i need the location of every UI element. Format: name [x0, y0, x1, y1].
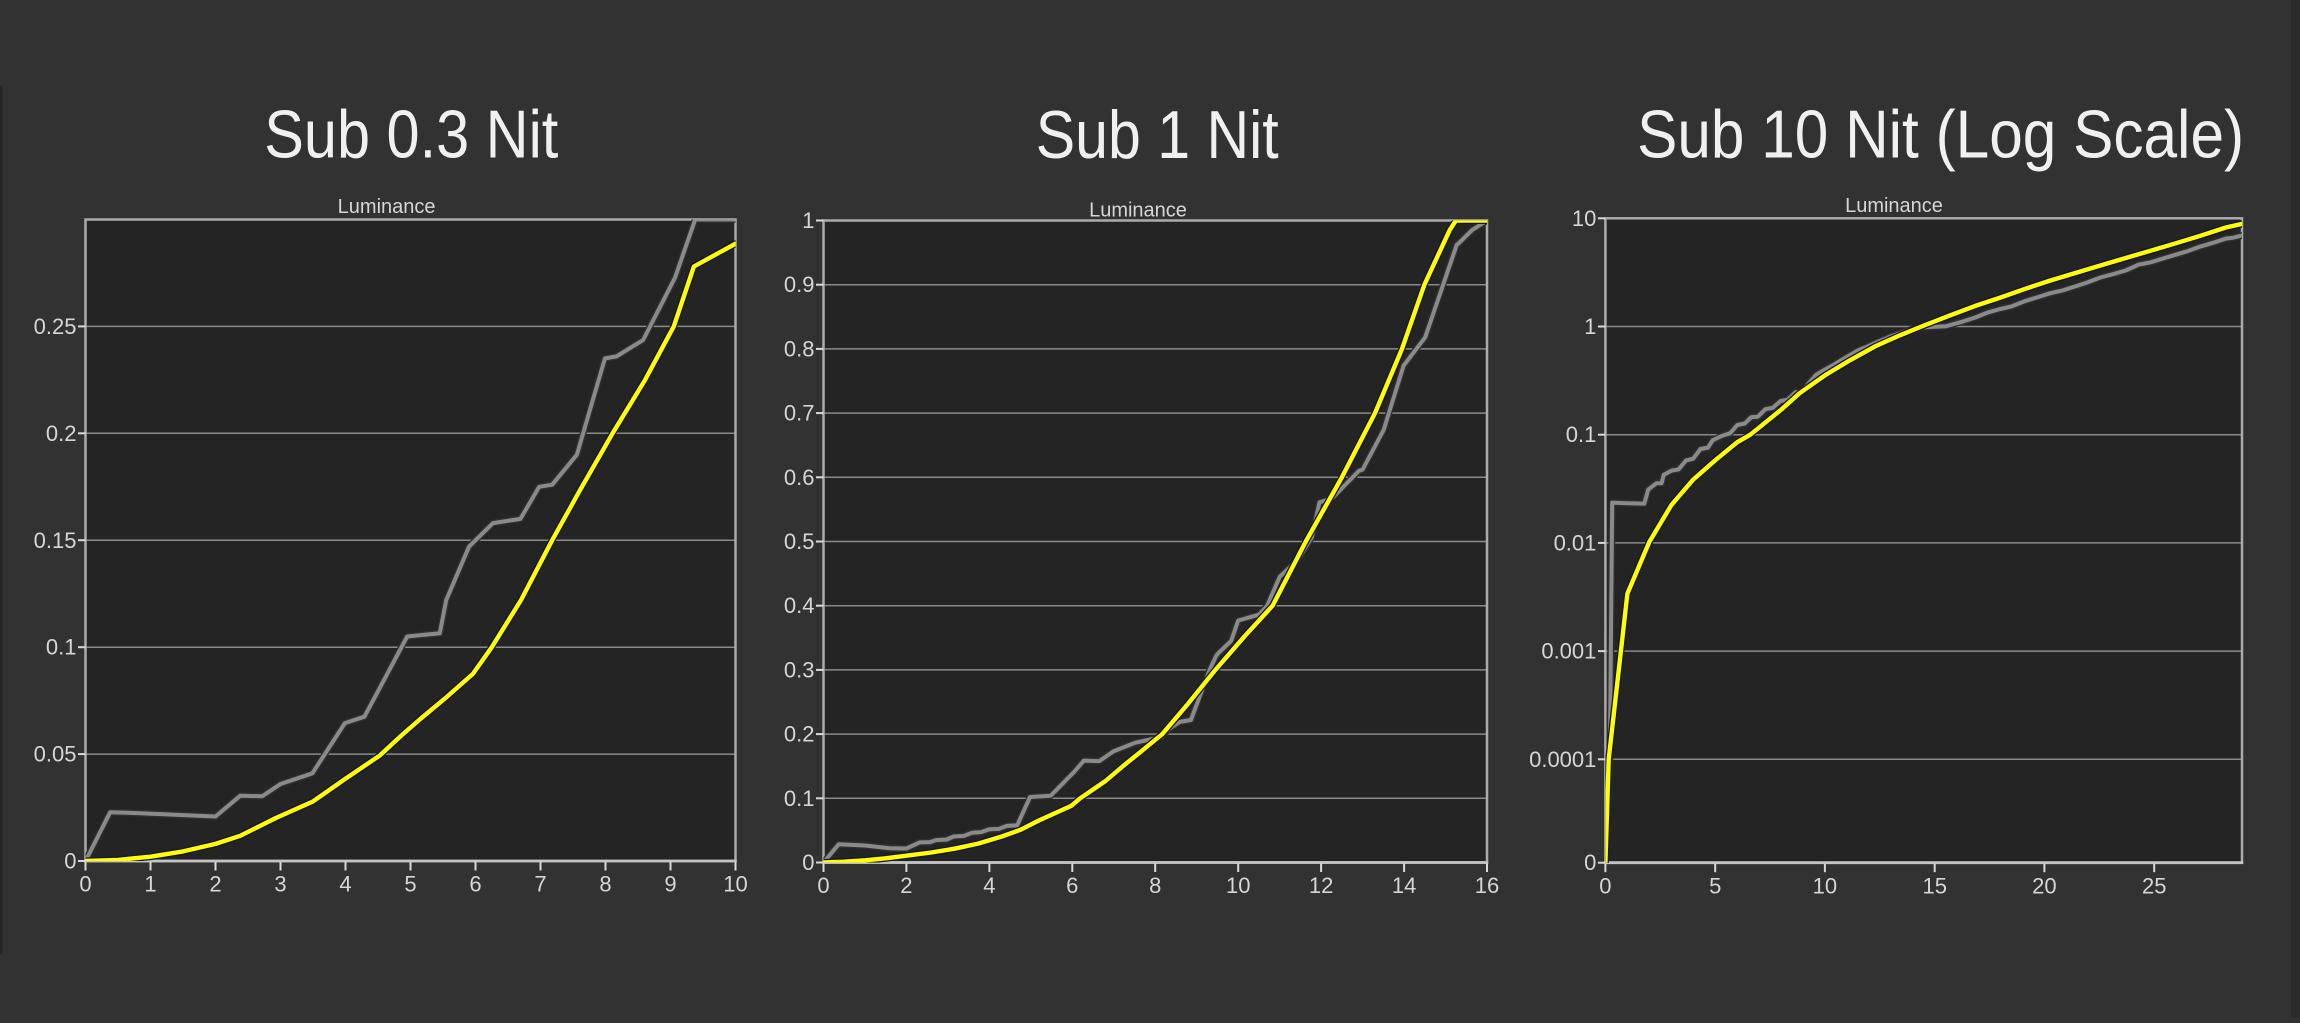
svg-text:0.25: 0.25	[34, 314, 77, 339]
svg-text:10: 10	[1813, 874, 1837, 899]
svg-text:3: 3	[274, 872, 286, 897]
svg-text:Luminance: Luminance	[1845, 195, 1943, 217]
svg-text:Luminance: Luminance	[1089, 200, 1187, 222]
svg-text:8: 8	[599, 872, 611, 897]
svg-text:7: 7	[534, 872, 546, 897]
svg-text:0.1: 0.1	[1566, 422, 1597, 447]
svg-text:9: 9	[664, 872, 676, 897]
svg-text:0.05: 0.05	[34, 742, 77, 767]
svg-text:0.3: 0.3	[784, 657, 815, 682]
svg-text:12: 12	[1309, 873, 1333, 898]
svg-text:0.7: 0.7	[784, 401, 815, 426]
svg-text:0: 0	[1599, 874, 1611, 899]
svg-text:1: 1	[144, 872, 156, 897]
svg-text:0: 0	[802, 850, 814, 875]
svg-text:20: 20	[2032, 874, 2056, 899]
svg-text:0.9: 0.9	[784, 272, 815, 297]
svg-text:0.8: 0.8	[784, 336, 815, 361]
svg-text:10: 10	[723, 872, 747, 897]
svg-text:0.6: 0.6	[784, 465, 815, 490]
svg-text:5: 5	[404, 872, 416, 897]
svg-text:0.0001: 0.0001	[1529, 747, 1596, 772]
svg-text:10: 10	[1226, 873, 1250, 898]
svg-text:15: 15	[1922, 874, 1946, 899]
svg-text:25: 25	[2142, 874, 2166, 899]
svg-text:0: 0	[64, 849, 76, 874]
svg-text:6: 6	[469, 872, 481, 897]
svg-text:4: 4	[339, 872, 351, 897]
svg-text:2: 2	[209, 872, 221, 897]
svg-text:Sub 0.3 Nit: Sub 0.3 Nit	[264, 97, 558, 173]
svg-text:0: 0	[79, 872, 91, 897]
svg-text:0.5: 0.5	[784, 529, 815, 554]
svg-text:Luminance: Luminance	[338, 196, 436, 218]
svg-text:0.1: 0.1	[46, 635, 77, 660]
svg-text:2: 2	[900, 873, 912, 898]
svg-text:10: 10	[1572, 206, 1596, 231]
svg-text:8: 8	[1149, 873, 1161, 898]
svg-text:0.2: 0.2	[46, 421, 77, 446]
svg-text:0: 0	[817, 873, 829, 898]
svg-text:6: 6	[1066, 873, 1078, 898]
svg-text:14: 14	[1392, 873, 1416, 898]
svg-text:0.15: 0.15	[34, 528, 77, 553]
svg-text:4: 4	[983, 873, 995, 898]
svg-text:Sub 1 Nit: Sub 1 Nit	[1036, 97, 1279, 173]
svg-text:0.1: 0.1	[784, 786, 815, 811]
svg-text:0.4: 0.4	[784, 593, 815, 618]
svg-text:0.001: 0.001	[1541, 639, 1596, 664]
svg-text:0.01: 0.01	[1554, 530, 1597, 555]
svg-text:1: 1	[802, 208, 814, 233]
svg-text:Sub 10 Nit (Log Scale): Sub 10 Nit (Log Scale)	[1637, 97, 2244, 173]
svg-text:0.2: 0.2	[784, 722, 815, 747]
svg-text:16: 16	[1475, 873, 1499, 898]
svg-text:0: 0	[1584, 850, 1596, 875]
svg-text:5: 5	[1709, 874, 1721, 899]
svg-text:1: 1	[1584, 314, 1596, 339]
